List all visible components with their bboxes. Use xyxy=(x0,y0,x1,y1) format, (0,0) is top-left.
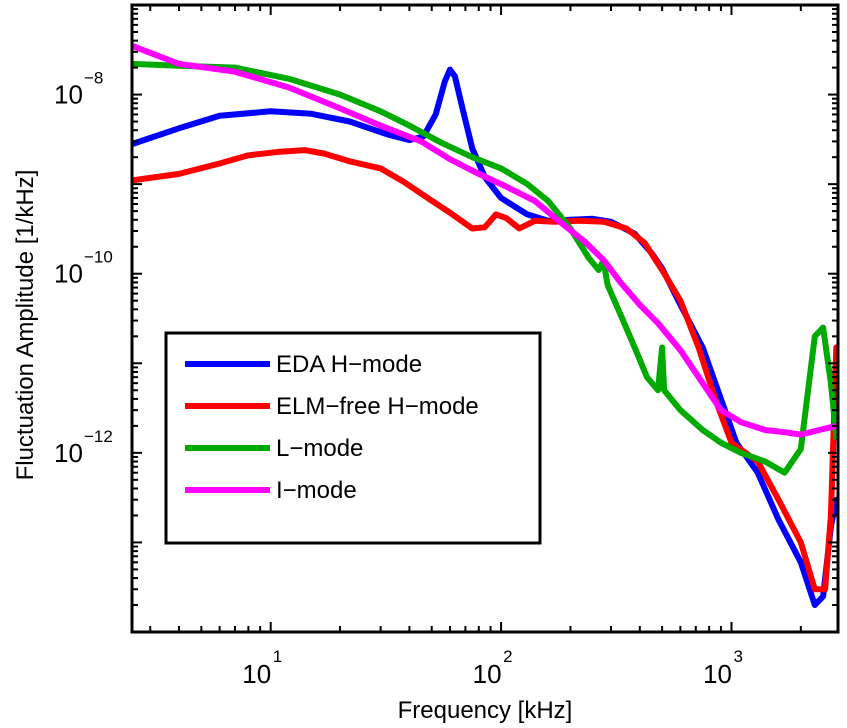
y-tick-label-exponent: −12 xyxy=(84,427,113,446)
x-tick-label: 10 xyxy=(703,659,732,689)
legend-label: I−mode xyxy=(276,477,357,504)
legend-label: ELM−free H−mode xyxy=(276,393,479,420)
x-tick-label-exponent: 3 xyxy=(733,647,742,666)
x-tick-label: 10 xyxy=(473,659,502,689)
y-tick-label: 10 xyxy=(54,80,83,110)
y-tick-label: 10 xyxy=(54,438,83,468)
series-line-eda-h-mode xyxy=(132,66,838,608)
series-line-elm-free-h-mode xyxy=(132,147,838,593)
legend-label: L−mode xyxy=(276,435,363,462)
legend: EDA H−mode ELM−free H−mode L−mode I−mode xyxy=(164,331,542,545)
series-line-l-mode xyxy=(132,60,838,476)
x-tick-label-exponent: 1 xyxy=(273,647,282,666)
x-tick-label: 10 xyxy=(242,659,271,689)
y-tick-label: 10 xyxy=(54,259,83,289)
y-tick-label-exponent: −10 xyxy=(84,248,113,267)
x-axis-label: Frequency [kHz] xyxy=(398,697,573,724)
legend-label: EDA H−mode xyxy=(276,351,422,378)
plot-frame xyxy=(130,3,840,634)
legend-box xyxy=(164,331,542,545)
series-line-i-mode xyxy=(132,42,838,438)
y-tick-label-exponent: −8 xyxy=(84,69,103,88)
series-layer xyxy=(132,42,838,608)
y-axis-label: Fluctuation Amplitude [1/kHz] xyxy=(12,170,39,481)
x-tick-label-exponent: 2 xyxy=(503,647,512,666)
